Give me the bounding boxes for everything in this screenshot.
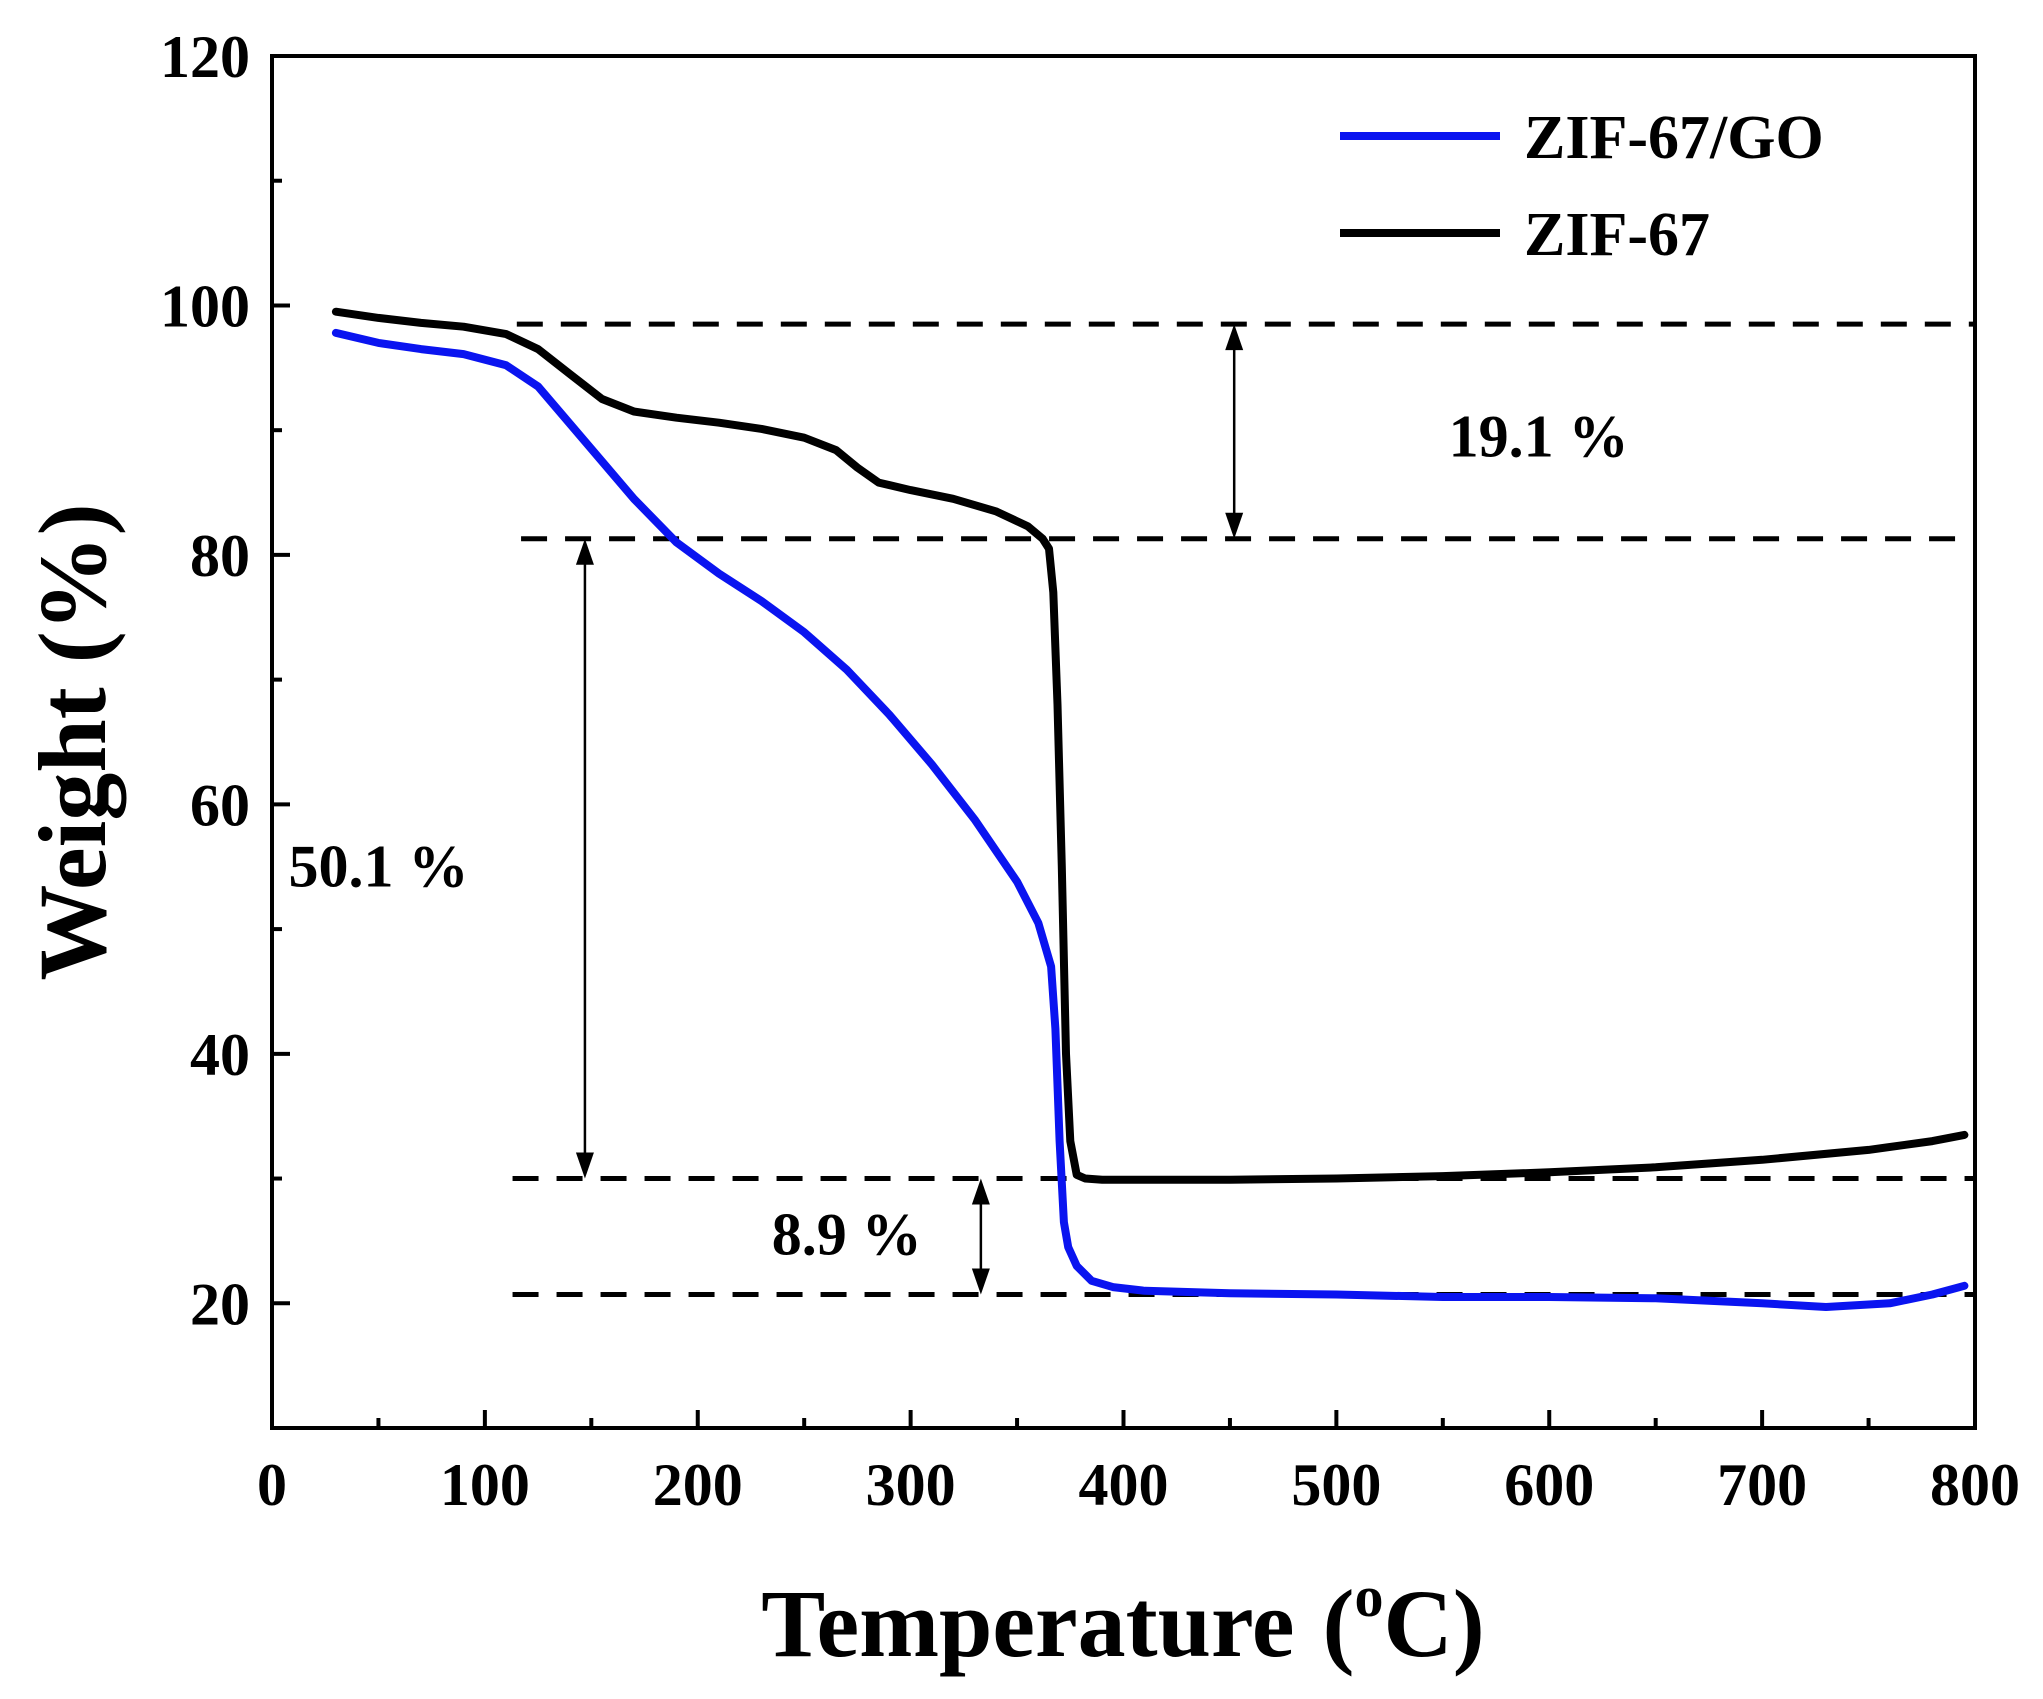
annotation-arrowhead-down-0 xyxy=(1225,512,1244,539)
legend-label-zif-67: ZIF-67 xyxy=(1524,201,1710,269)
x-axis-title-paren-open: ( xyxy=(1322,1570,1354,1677)
x-axis-ticks: 0 100 200 300 400 500 600 700 800 xyxy=(257,1410,2020,1518)
y-tick-label: 40 xyxy=(190,1022,250,1088)
annotation-label-1: 50.1 % xyxy=(288,834,468,900)
x-tick-label: 800 xyxy=(1930,1452,2020,1518)
y-tick-label: 100 xyxy=(160,273,250,339)
y-tick-label: 20 xyxy=(190,1271,250,1337)
y-axis-title: Weight (%) xyxy=(19,503,126,980)
x-axis-title: Temperature (oC) xyxy=(761,1564,1485,1677)
x-tick-label: 100 xyxy=(440,1452,530,1518)
y-tick-label: 60 xyxy=(190,772,250,838)
series-lines xyxy=(331,307,1969,1311)
x-tick-label: 600 xyxy=(1504,1452,1594,1518)
x-axis-title-unit: C xyxy=(1383,1570,1452,1677)
annotation-arrowhead-up-2 xyxy=(971,1178,990,1205)
legend: ZIF-67/GO ZIF-67 xyxy=(1340,104,1824,269)
x-tick-label: 400 xyxy=(1079,1452,1169,1518)
reference-lines xyxy=(512,321,1975,1298)
annotation-arrowhead-up-1 xyxy=(575,538,594,565)
x-tick-label: 200 xyxy=(653,1452,743,1518)
annotation-label-2: 8.9 % xyxy=(772,1202,922,1268)
x-axis-title-unit-sup: o xyxy=(1354,1564,1383,1629)
x-axis-title-text: Temperature xyxy=(761,1570,1294,1677)
annotations: 19.1 % 50.1 % 8.9 % xyxy=(288,324,1629,1295)
annotation-arrowhead-down-2 xyxy=(971,1268,990,1295)
y-tick-label: 120 xyxy=(160,24,250,90)
annotation-arrowhead-down-1 xyxy=(575,1152,594,1179)
annotation-label-0: 19.1 % xyxy=(1449,403,1629,469)
plot-frame xyxy=(270,54,1977,1430)
series-line-zif-67 xyxy=(331,307,1969,1184)
legend-label-zif-67-go: ZIF-67/GO xyxy=(1524,104,1824,172)
x-tick-label: 700 xyxy=(1717,1452,1807,1518)
x-tick-label: 500 xyxy=(1291,1452,1381,1518)
x-axis-title-paren-close: ) xyxy=(1453,1570,1485,1677)
x-tick-label: 0 xyxy=(257,1452,287,1518)
annotation-arrowhead-up-0 xyxy=(1225,324,1244,351)
x-tick-label: 300 xyxy=(866,1452,956,1518)
series-line-zif-67-go xyxy=(331,328,1969,1311)
y-axis-ticks: 20 40 60 80 100 120 xyxy=(160,24,290,1430)
y-tick-label: 80 xyxy=(190,523,250,589)
